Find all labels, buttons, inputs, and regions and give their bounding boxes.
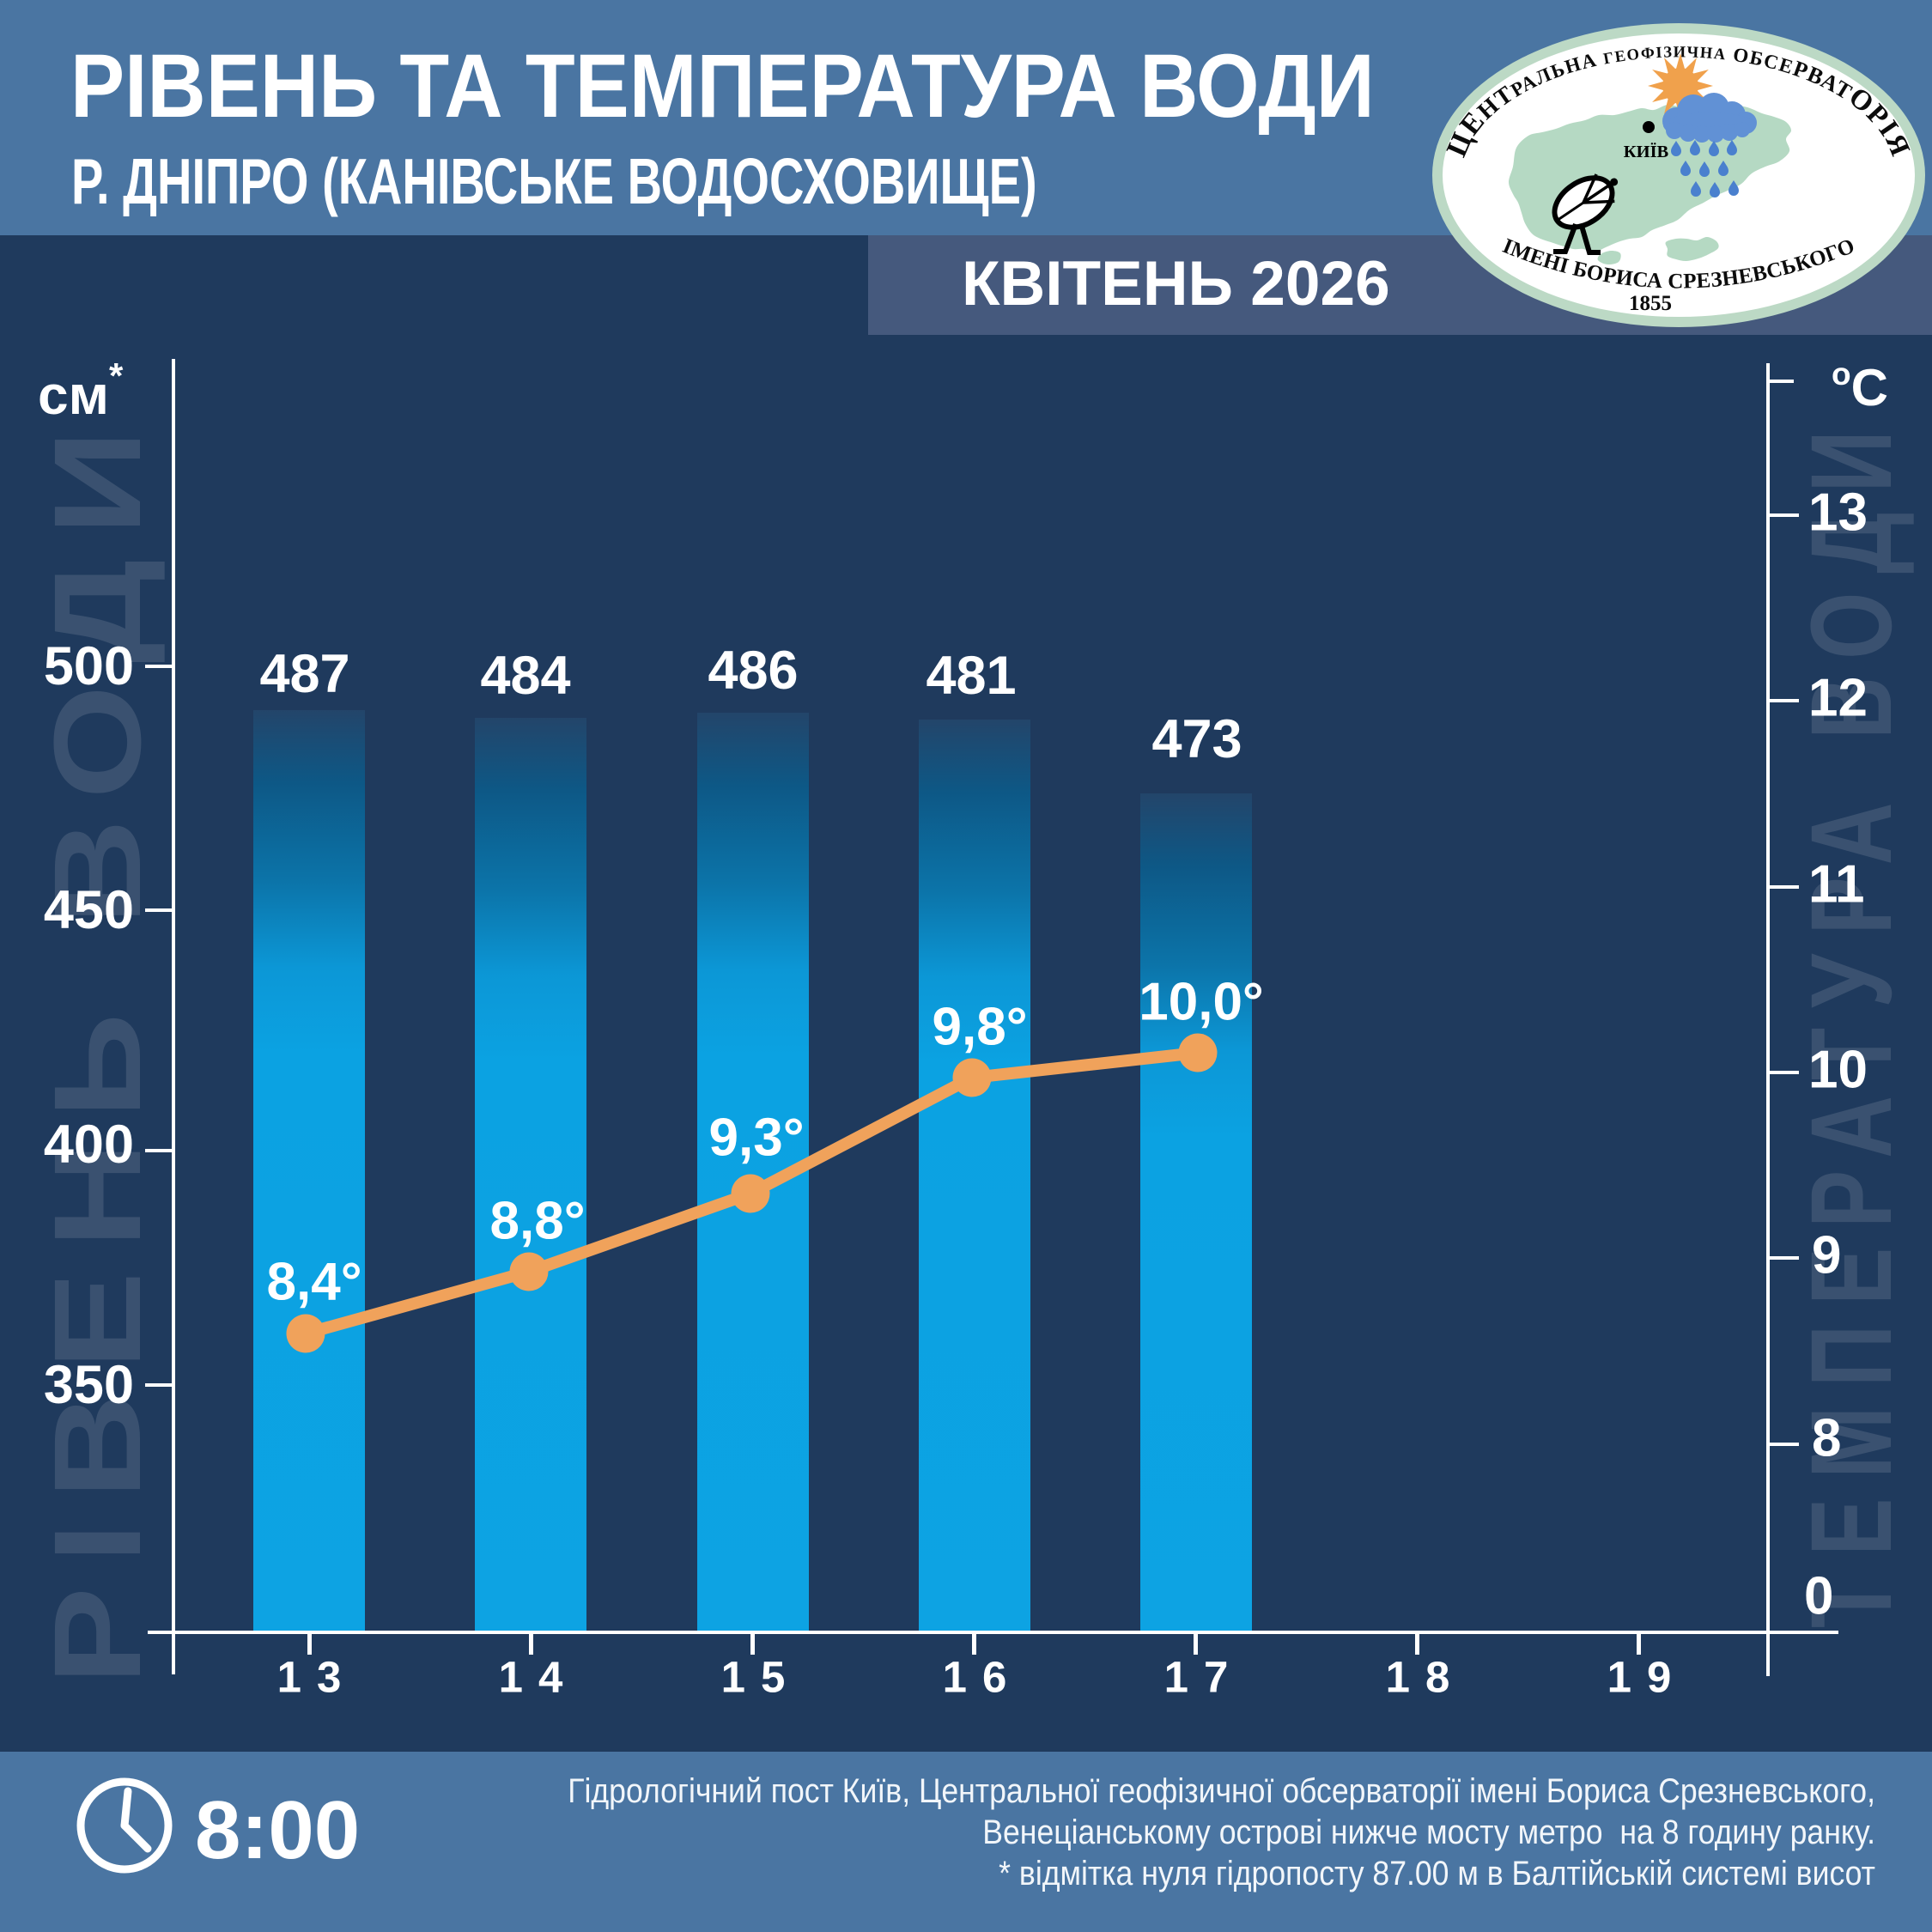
svg-text:КИЇВ: КИЇВ <box>1624 142 1669 161</box>
svg-text:РІВЕНЬ ВОДИ: РІВЕНЬ ВОДИ <box>28 406 167 1685</box>
svg-text:1855: 1855 <box>1629 292 1672 315</box>
svg-text:ТЕМПЕРАТУРА ВОДИ: ТЕМПЕРАТУРА ВОДИ <box>1788 410 1916 1628</box>
